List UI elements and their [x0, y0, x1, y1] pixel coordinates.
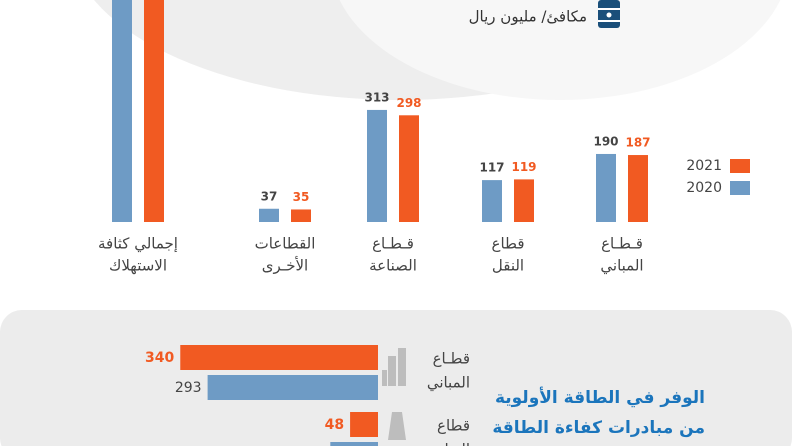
- value-label: 313: [364, 90, 389, 104]
- legend-swatch: [730, 159, 750, 173]
- x-tick-label: قطاع: [492, 235, 525, 253]
- x-tick-label: قـطـاع: [601, 235, 643, 253]
- x-tick-label: إجمالي كثافة: [98, 235, 178, 254]
- chart-title: الوفر في الطاقة الأولوية: [495, 387, 705, 408]
- value-label: 48: [325, 417, 344, 433]
- value-label: 298: [396, 96, 421, 110]
- legend-label: 2020: [686, 180, 722, 196]
- x-tick-label: الصناعة: [369, 257, 417, 275]
- bar: [144, 0, 164, 222]
- chart-title: من مبادرات كفاءة الطاقة: [492, 418, 705, 438]
- bar: [399, 115, 419, 222]
- value-label: 119: [511, 160, 536, 174]
- value-label: 35: [293, 190, 310, 204]
- x-tick-label: القطاعات: [255, 235, 316, 253]
- header-circle: [339, 0, 781, 100]
- building-icon: [382, 348, 406, 386]
- value-label: 293: [175, 380, 202, 396]
- x-tick-label: النقل: [492, 257, 524, 275]
- value-label: 190: [593, 134, 618, 148]
- value-label: 340: [145, 350, 174, 366]
- category-label: النقل: [438, 441, 470, 446]
- value-label: 117: [479, 161, 504, 175]
- bar: [180, 345, 378, 370]
- unit-label: مكافئ/ مليون ريال: [469, 8, 587, 26]
- bar: [514, 179, 534, 222]
- bar: [207, 375, 378, 400]
- category-label: المباني: [427, 374, 470, 393]
- x-tick-label: المباني: [600, 257, 643, 276]
- x-tick-label: الأخـرى: [262, 256, 308, 275]
- bar: [291, 209, 311, 222]
- barrel-icon: [598, 0, 620, 28]
- legend-label: 2021: [686, 158, 722, 174]
- bar: [628, 155, 648, 222]
- bar: [596, 153, 616, 222]
- legend-swatch: [730, 181, 750, 195]
- value-label: 37: [261, 189, 278, 203]
- bar: [330, 442, 378, 446]
- bar: [259, 208, 279, 222]
- road-icon: [388, 412, 406, 440]
- value-label: 187: [625, 136, 650, 150]
- x-tick-label: الاستهلاك: [109, 257, 167, 275]
- bar: [482, 180, 502, 222]
- bar: [112, 0, 132, 222]
- bar: [350, 412, 378, 437]
- category-label: قطاع: [437, 417, 470, 435]
- bar: [367, 109, 387, 222]
- x-tick-label: قـطـاع: [372, 235, 414, 253]
- category-label: قطـاع: [433, 350, 470, 368]
